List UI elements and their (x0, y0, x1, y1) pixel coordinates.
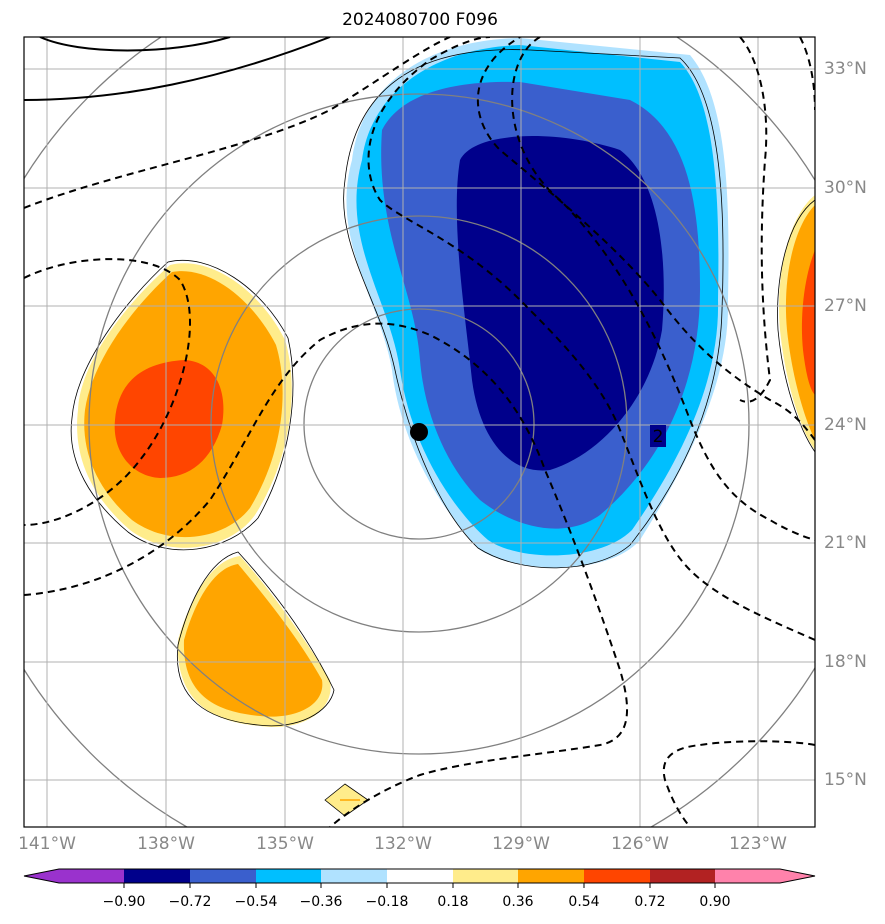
positive-anomaly-east-072 (801, 250, 815, 395)
lat-label: 21°N (824, 533, 867, 553)
colorbar-bin (453, 869, 518, 883)
lat-label: 33°N (824, 59, 867, 79)
storm-center-marker (410, 423, 428, 441)
colorbar-label: −0.54 (234, 894, 278, 910)
colorbar-bin (59, 869, 124, 883)
contour-label: 2 (653, 427, 664, 447)
lon-label: 138°W (137, 834, 195, 854)
lon-label: 126°W (611, 834, 669, 854)
colorbar-bin (715, 869, 780, 883)
colorbar-extend-high (780, 869, 815, 883)
colorbar-bin (256, 869, 321, 883)
lon-label: 132°W (374, 834, 432, 854)
solid-contours (24, 37, 331, 101)
colorbar-bin (190, 869, 256, 883)
lat-label: 15°N (824, 770, 867, 790)
dashed-contours (24, 37, 815, 827)
lon-label: 135°W (256, 834, 314, 854)
colorbar-bin (321, 869, 387, 883)
colorbar-label: −0.72 (168, 894, 212, 910)
lat-label: 30°N (824, 178, 867, 198)
colorbar-label: 0.18 (437, 894, 469, 910)
positive-anomaly-east-054 (785, 205, 815, 440)
map-title: 2024080700 F096 (342, 10, 498, 30)
colorbar-bin (124, 869, 190, 883)
map-field (24, 37, 815, 827)
range-rings (24, 37, 815, 827)
lat-label: 27°N (824, 296, 867, 316)
colorbar-label: 0.54 (568, 894, 600, 910)
negative-anomaly-072 (456, 136, 664, 471)
colorbar-label: −0.36 (299, 894, 343, 910)
anomaly-contours (70, 49, 815, 727)
colorbar-bin (387, 869, 453, 883)
lon-label: 129°W (492, 834, 550, 854)
colorbar-label: −0.90 (102, 894, 146, 910)
colorbar-label: 0.72 (634, 894, 666, 910)
positive-anomaly-south-054 (183, 564, 323, 717)
lon-label: 123°W (729, 834, 787, 854)
colorbar-label: −0.18 (365, 894, 409, 910)
positive-anomaly-west-072 (114, 360, 224, 478)
colorbar-label: 0.36 (502, 894, 534, 910)
colorbar-bin (650, 869, 715, 883)
lat-label: 24°N (824, 415, 867, 435)
colorbar (23, 868, 816, 888)
lat-label: 18°N (824, 652, 867, 672)
colorbar-extend-low (24, 869, 59, 883)
colorbar-bin (518, 869, 584, 883)
lon-label: 141°W (18, 834, 76, 854)
colorbar-bin (584, 869, 650, 883)
graticule (24, 37, 815, 827)
colorbar-label: 0.90 (699, 894, 731, 910)
